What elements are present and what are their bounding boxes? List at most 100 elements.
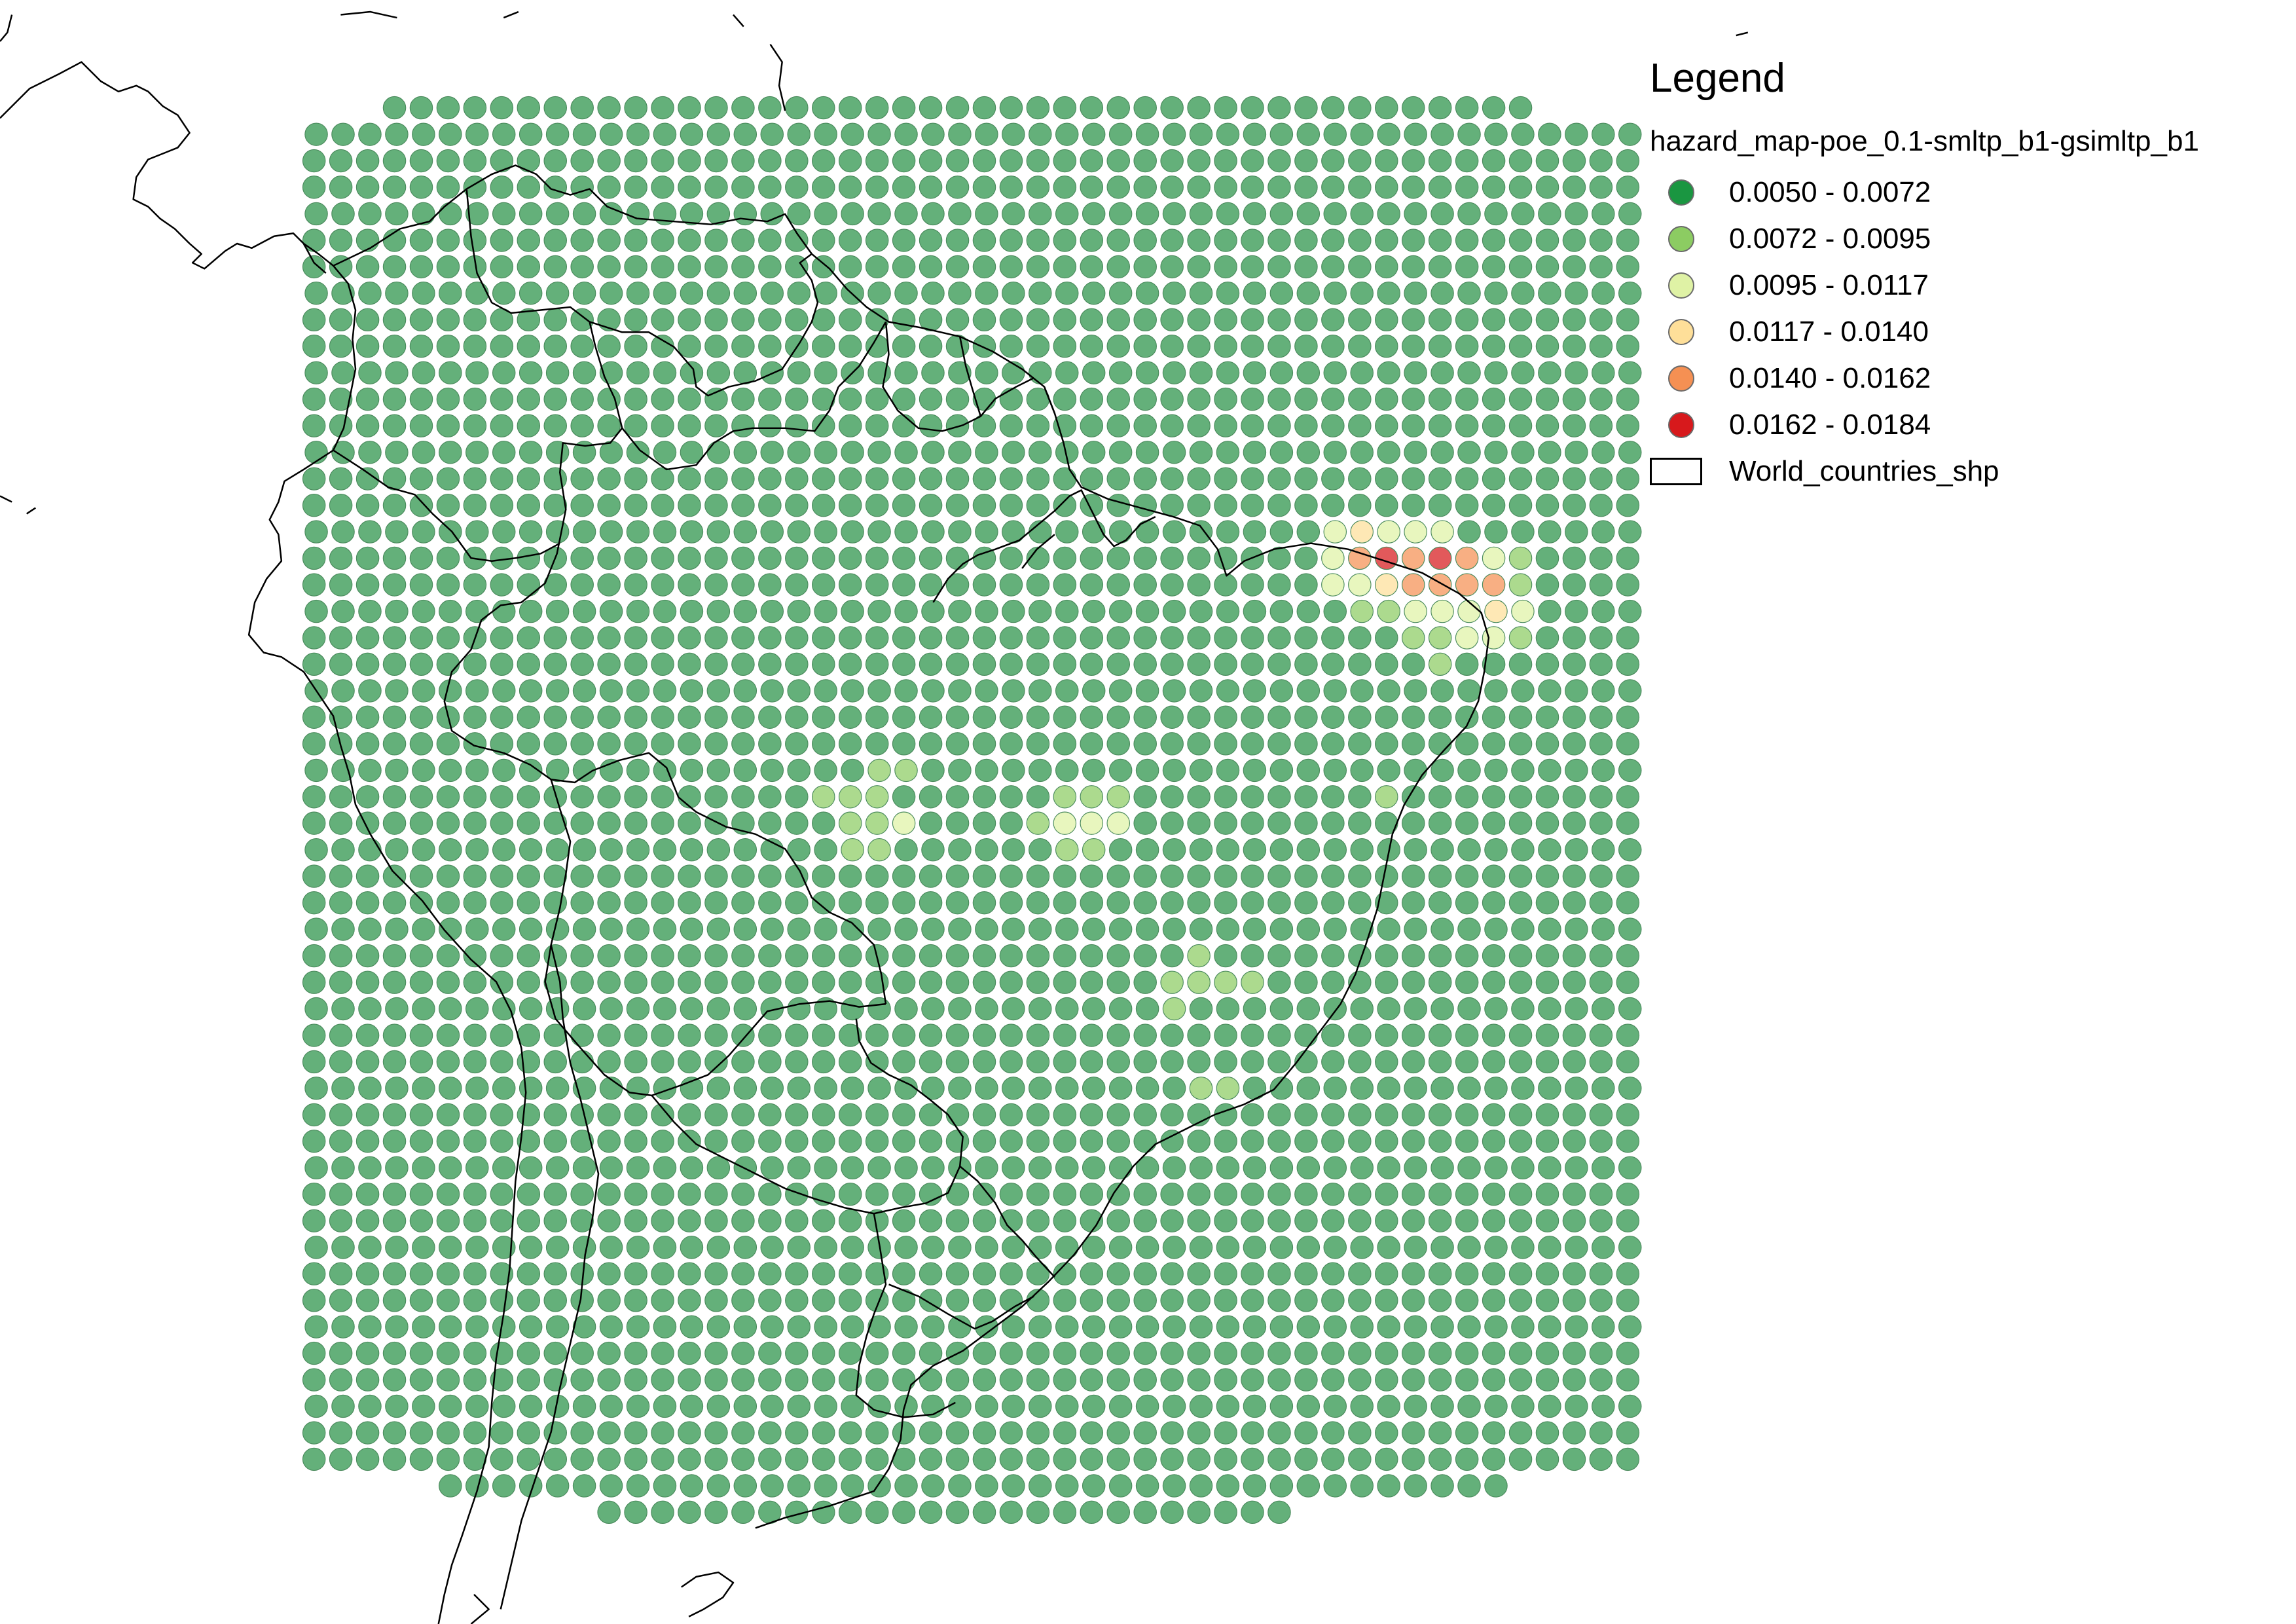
hazard-point bbox=[572, 122, 596, 146]
hazard-point bbox=[1321, 811, 1345, 835]
hazard-point bbox=[1296, 917, 1321, 941]
hazard-point bbox=[680, 917, 704, 941]
hazard-point bbox=[1589, 414, 1613, 437]
hazard-point bbox=[919, 970, 943, 994]
hazard-point bbox=[545, 917, 570, 941]
hazard-point bbox=[1401, 864, 1425, 888]
hazard-point bbox=[892, 785, 916, 809]
hazard-point bbox=[838, 175, 862, 199]
hazard-point bbox=[678, 652, 701, 676]
hazard-point bbox=[572, 202, 596, 226]
hazard-point bbox=[1535, 785, 1559, 809]
hazard-point bbox=[841, 917, 864, 941]
hazard-point bbox=[972, 494, 996, 517]
hazard-point bbox=[517, 1262, 541, 1285]
hazard-point bbox=[1404, 1394, 1427, 1418]
hazard-point bbox=[1002, 1236, 1025, 1259]
hazard-point bbox=[972, 175, 996, 199]
hazard-point bbox=[599, 1394, 623, 1418]
hazard-point bbox=[894, 441, 918, 464]
hazard-point bbox=[1135, 1474, 1159, 1498]
hazard-point bbox=[865, 1421, 889, 1445]
hazard-point bbox=[1082, 1077, 1106, 1100]
hazard-point bbox=[1269, 1474, 1294, 1498]
hazard-point bbox=[1053, 1103, 1077, 1127]
hazard-point bbox=[1187, 1209, 1211, 1232]
hazard-point bbox=[517, 546, 541, 570]
hazard-point bbox=[570, 149, 594, 173]
hazard-point bbox=[841, 679, 864, 703]
hazard-point bbox=[814, 122, 837, 146]
hazard-point bbox=[519, 1236, 543, 1259]
hazard-point bbox=[838, 705, 862, 729]
hazard-point bbox=[651, 1209, 674, 1232]
hazard-point bbox=[382, 1341, 407, 1365]
hazard-point bbox=[1133, 1500, 1157, 1524]
hazard-point bbox=[1616, 573, 1640, 597]
hazard-point bbox=[572, 441, 596, 464]
hazard-point bbox=[599, 520, 623, 544]
hazard-point bbox=[355, 891, 380, 915]
hazard-point bbox=[1589, 944, 1613, 968]
hazard-point bbox=[626, 122, 650, 146]
hazard-point bbox=[1482, 334, 1506, 358]
hazard-point bbox=[838, 811, 862, 835]
hazard-point bbox=[787, 202, 811, 226]
hazard-point bbox=[1430, 679, 1454, 703]
hazard-point bbox=[1241, 1341, 1264, 1365]
hazard-point bbox=[1592, 520, 1615, 544]
hazard-point bbox=[812, 652, 835, 676]
hazard-point bbox=[1296, 758, 1321, 783]
hazard-point bbox=[1482, 1368, 1506, 1392]
hazard-point bbox=[1511, 917, 1535, 941]
hazard-point bbox=[1377, 441, 1400, 464]
hazard-point bbox=[1267, 1447, 1291, 1471]
hazard-point bbox=[1616, 229, 1640, 252]
hazard-point bbox=[1187, 944, 1211, 968]
hazard-point bbox=[331, 1236, 355, 1259]
hazard-point bbox=[680, 1474, 704, 1498]
hazard-point bbox=[1455, 308, 1479, 332]
hazard-point bbox=[731, 944, 755, 968]
hazard-point bbox=[329, 1130, 353, 1153]
hazard-point bbox=[706, 282, 731, 305]
hazard-point bbox=[1455, 149, 1479, 173]
hazard-point bbox=[624, 229, 647, 252]
hazard-point bbox=[1428, 705, 1452, 729]
hazard-point bbox=[892, 1209, 916, 1232]
hazard-point bbox=[355, 387, 380, 411]
hazard-point bbox=[892, 1289, 916, 1312]
hazard-point bbox=[517, 573, 541, 597]
hazard-point bbox=[1214, 732, 1237, 756]
hazard-point bbox=[1323, 202, 1347, 226]
hazard-point bbox=[999, 732, 1023, 756]
hazard-point bbox=[1457, 1156, 1481, 1180]
hazard-point bbox=[1187, 1130, 1211, 1153]
hazard-point bbox=[463, 1421, 487, 1445]
hazard-point bbox=[1589, 1447, 1613, 1471]
hazard-point bbox=[758, 255, 782, 279]
hazard-point bbox=[1401, 494, 1425, 517]
hazard-point bbox=[945, 891, 970, 915]
hazard-point bbox=[331, 441, 355, 464]
hazard-point bbox=[758, 944, 782, 968]
hazard-point bbox=[1080, 785, 1104, 809]
hazard-point bbox=[490, 1368, 514, 1392]
hazard-point bbox=[1535, 149, 1559, 173]
hazard-point bbox=[1565, 1156, 1588, 1180]
hazard-point bbox=[1401, 944, 1425, 968]
hazard-point bbox=[436, 1183, 460, 1206]
hazard-point bbox=[1053, 467, 1077, 490]
hazard-point bbox=[1133, 1209, 1157, 1232]
south-america-outline bbox=[247, 242, 527, 1624]
hazard-point bbox=[1401, 705, 1425, 729]
hazard-point bbox=[945, 1050, 970, 1074]
hazard-point bbox=[678, 970, 701, 994]
hazard-point bbox=[1160, 1183, 1184, 1206]
hazard-point bbox=[1160, 96, 1184, 120]
hazard-point bbox=[680, 361, 704, 384]
hazard-point bbox=[302, 970, 326, 994]
hazard-point bbox=[1267, 1209, 1291, 1232]
hazard-point bbox=[814, 1077, 837, 1100]
hazard-point bbox=[1294, 944, 1318, 968]
